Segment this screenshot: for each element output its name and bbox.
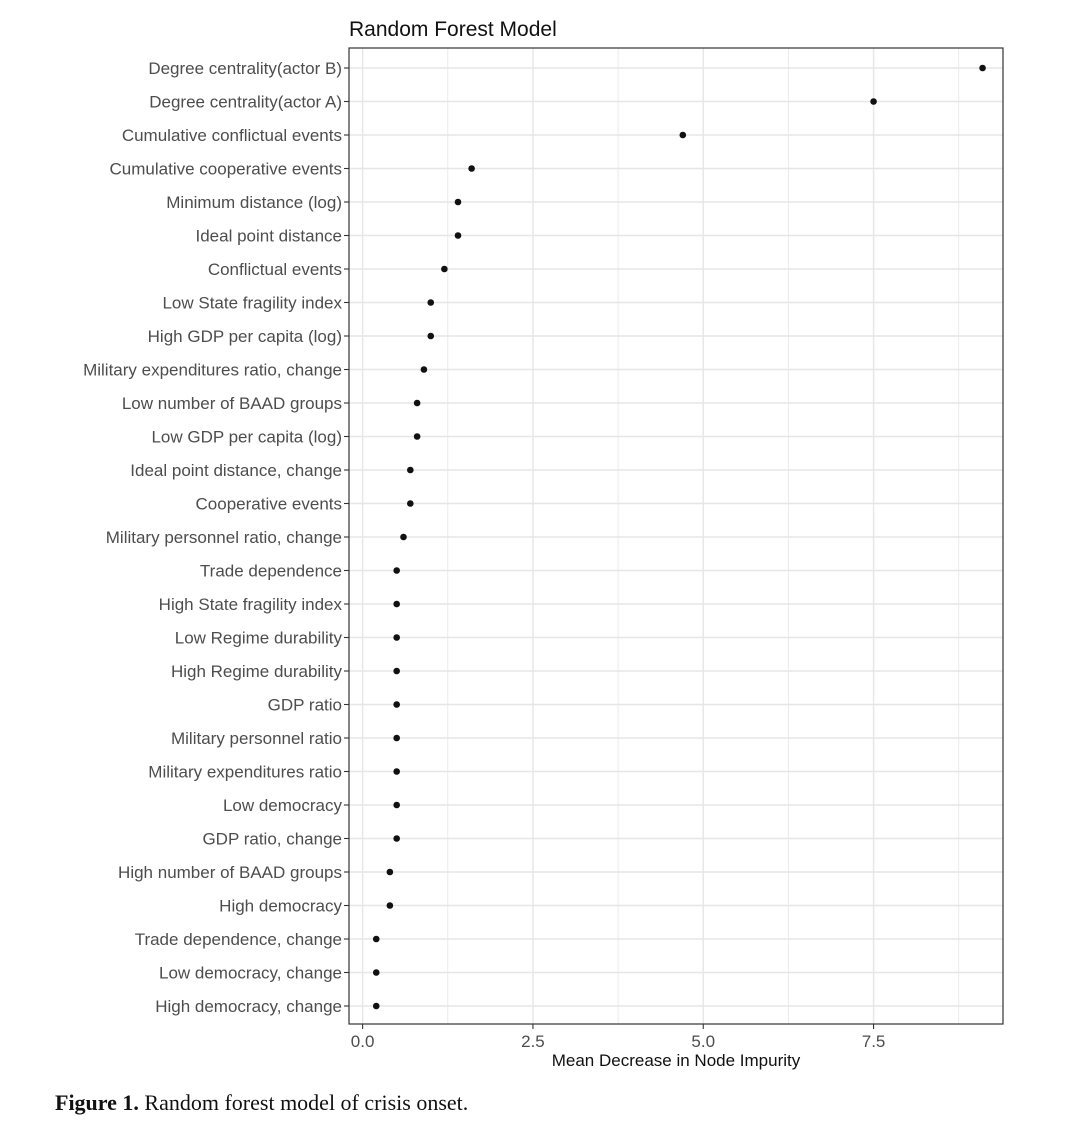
y-tick-label: Low number of BAAD groups [122, 394, 342, 413]
y-tick-label: Low democracy [223, 796, 343, 815]
y-tick-label: Ideal point distance, change [130, 461, 342, 480]
data-point [393, 634, 400, 641]
y-tick-label: Cooperative events [196, 495, 342, 514]
y-axis: Degree centrality(actor B) Degree central… [83, 59, 349, 1016]
data-point [420, 366, 428, 373]
data-point [441, 265, 448, 273]
y-tick-label: Conflictual events [208, 260, 342, 279]
figure-caption: Figure 1. Random forest model of crisis … [55, 1090, 1055, 1116]
y-tick-label: GDP ratio [268, 696, 342, 715]
data-point [393, 768, 400, 775]
data-point [427, 299, 435, 306]
data-point [393, 567, 400, 574]
y-tick-label: Trade dependence [200, 562, 342, 581]
y-tick-label: High democracy [219, 897, 342, 916]
data-point [679, 131, 687, 139]
y-tick-label: GDP ratio, change [202, 830, 342, 849]
y-tick-label: Low democracy, change [159, 964, 342, 983]
data-point [393, 801, 400, 809]
x-tick-label: 0.0 [351, 1032, 375, 1051]
data-point [407, 466, 414, 474]
data-point [386, 902, 394, 909]
y-tick-label: Degree centrality(actor A) [149, 93, 342, 112]
data-point [393, 701, 400, 708]
x-tick-label: 2.5 [521, 1032, 545, 1051]
y-tick-label: Military personnel ratio [171, 729, 342, 748]
y-tick-label: Low State fragility index [162, 294, 342, 313]
y-tick-label: High State fragility index [159, 595, 343, 614]
data-point [372, 935, 380, 943]
y-tick-label: Low GDP per capita (log) [151, 428, 342, 447]
data-point [413, 399, 421, 407]
caption-text: Random forest model of crisis onset. [138, 1090, 469, 1115]
data-point [393, 835, 400, 842]
data-point [400, 533, 407, 541]
y-tick-label: Minimum distance (log) [166, 193, 342, 212]
data-point [393, 667, 400, 675]
data-point [870, 98, 877, 105]
data-point [454, 198, 462, 206]
y-tick-label: Trade dependence, change [135, 930, 342, 949]
data-point [454, 232, 462, 239]
x-tick-label: 7.5 [862, 1032, 886, 1051]
y-tick-label: High democracy, change [155, 997, 342, 1016]
chart-title: Random Forest Model [349, 18, 557, 41]
y-tick-label: Military expenditures ratio [148, 763, 342, 782]
caption-label: Figure 1. [55, 1090, 139, 1115]
y-tick-label: High number of BAAD groups [118, 863, 342, 882]
panel-border [348, 47, 1004, 1025]
data-point [407, 500, 414, 507]
data-point [372, 1002, 380, 1010]
data-point [386, 868, 394, 876]
y-tick-label: Cumulative cooperative events [110, 160, 342, 179]
y-tick-label: High Regime durability [171, 662, 343, 681]
y-tick-label: Ideal point distance [196, 227, 343, 246]
data-point [979, 64, 986, 72]
data-point [468, 165, 475, 172]
x-axis-title: Mean Decrease in Node Impurity [552, 1051, 801, 1070]
data-point [413, 433, 421, 440]
chart: Random Forest Model Degree centrality(ac… [83, 18, 1004, 1070]
y-tick-label: Low Regime durability [175, 629, 343, 648]
y-tick-label: Cumulative conflictual events [122, 126, 342, 145]
data-point [393, 600, 400, 608]
data-point [372, 969, 380, 976]
y-tick-label: Degree centrality(actor B) [148, 59, 342, 78]
chart-svg: Random Forest Model Degree centrality(ac… [83, 18, 1004, 1070]
y-tick-label: Military personnel ratio, change [106, 528, 342, 547]
y-tick-label: Military expenditures ratio, change [83, 361, 342, 380]
data-points [372, 64, 986, 1010]
y-tick-label: High GDP per capita (log) [148, 327, 342, 346]
data-point [393, 734, 400, 742]
data-point [427, 332, 435, 340]
x-axis: 0.0 2.5 5.0 7.5 [351, 1024, 886, 1051]
grid-layer [349, 48, 1003, 1024]
x-tick-label: 5.0 [691, 1032, 715, 1051]
